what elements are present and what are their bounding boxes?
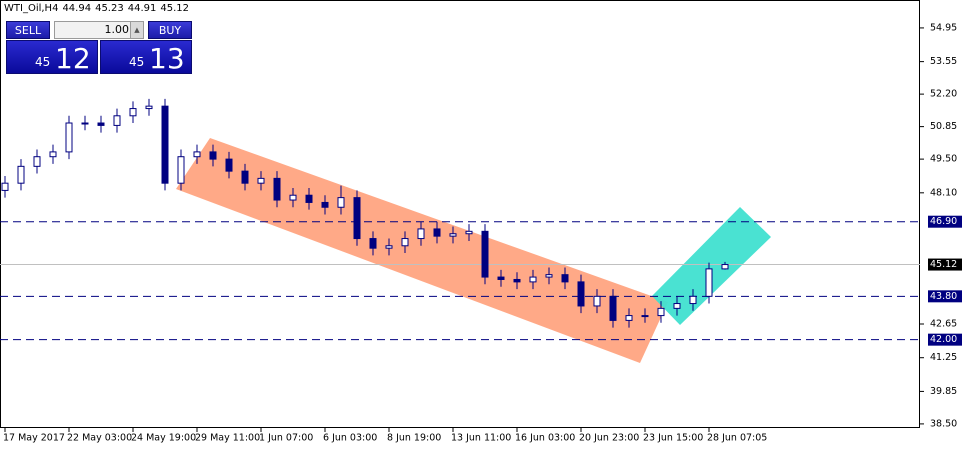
x-tick-label: 22 May 03:00 xyxy=(67,433,132,444)
candle-body xyxy=(385,245,393,249)
candle-body xyxy=(193,151,201,158)
level-tag-label: 46.90 xyxy=(930,216,957,227)
candle-body xyxy=(625,315,633,321)
x-tick-label: 23 Jun 15:00 xyxy=(643,433,703,444)
candle-body xyxy=(305,194,313,203)
candle-body xyxy=(593,295,601,307)
candle-body xyxy=(65,122,73,153)
candle-body xyxy=(449,233,457,237)
y-tick-label: 52.20 xyxy=(930,89,957,100)
candle-body xyxy=(129,108,137,117)
candle-body xyxy=(497,276,505,280)
up-channel xyxy=(652,207,771,325)
candle-body xyxy=(353,197,361,240)
y-tick-label: 42.65 xyxy=(930,319,957,330)
candle-body xyxy=(609,295,617,321)
candle-body xyxy=(545,274,553,278)
candle-body xyxy=(673,303,681,309)
last-price-tag xyxy=(928,258,962,271)
candle-body xyxy=(81,122,89,125)
sell-price-big: 45 xyxy=(35,55,51,69)
candle-body xyxy=(513,278,521,283)
candle-body xyxy=(257,177,265,184)
sell-price[interactable]: 45 12 xyxy=(6,40,98,75)
candle-body xyxy=(1,182,9,191)
level-tag xyxy=(928,333,962,346)
x-tick-label: 17 May 2017 xyxy=(3,433,65,444)
level-tag-label: 43.80 xyxy=(930,291,957,302)
candle-body xyxy=(705,268,713,297)
x-tick-label: 1 Jun 07:00 xyxy=(259,433,313,444)
candle-body xyxy=(17,165,25,184)
candle-body xyxy=(289,194,297,201)
close-value: 45.12 xyxy=(160,3,189,14)
x-tick-label: 24 May 19:00 xyxy=(131,433,196,444)
y-tick-label: 48.10 xyxy=(930,187,957,198)
candle-body xyxy=(177,156,185,184)
candle-body xyxy=(33,156,41,167)
y-tick-label: 39.85 xyxy=(930,386,957,397)
last-price-label: 45.12 xyxy=(930,259,957,270)
chart-header: WTI_Oil,H4 44.94 45.23 44.91 45.12 xyxy=(4,3,193,14)
candle-body xyxy=(225,158,233,172)
x-tick-label: 20 Jun 23:00 xyxy=(579,433,639,444)
candle-body xyxy=(369,238,377,249)
candle-body xyxy=(321,201,329,208)
candle-body xyxy=(273,177,281,201)
candle-body xyxy=(641,315,649,318)
candle-body xyxy=(417,228,425,240)
low-value: 44.91 xyxy=(127,3,157,14)
candle-body xyxy=(577,281,585,307)
y-tick-label: 49.50 xyxy=(930,154,957,165)
buy-price-small: 13 xyxy=(149,42,185,75)
candle-body xyxy=(161,105,169,184)
y-tick-label: 38.50 xyxy=(930,418,957,429)
level-tag-label: 42.00 xyxy=(930,334,957,345)
open-value: 44.94 xyxy=(62,3,92,14)
symbol: WTI_Oil,H4 xyxy=(4,3,59,14)
marks: 54.95 53.55 52.20 50.85 49.50 48.10 42.65 41.25… xyxy=(0,22,962,444)
x-tick-label: 16 Jun 03:00 xyxy=(515,433,575,444)
candle-body xyxy=(657,307,665,317)
buy-price-big: 45 xyxy=(129,55,145,69)
candle-body xyxy=(721,264,729,270)
candle-body xyxy=(49,151,57,158)
candle-body xyxy=(337,197,345,208)
x-tick-label: 8 Jun 19:00 xyxy=(387,433,441,444)
y-tick-label: 50.85 xyxy=(930,121,957,132)
down-channel xyxy=(176,138,668,363)
y-tick-label: 41.25 xyxy=(930,352,957,363)
level-tag xyxy=(928,215,962,228)
one-click-panel: SELL ▼ 1.00 ▲ BUY 45 12 45 13 xyxy=(6,21,192,75)
candle-body xyxy=(401,238,409,247)
sell-price-small: 12 xyxy=(55,42,91,75)
high-value: 45.23 xyxy=(95,3,124,14)
level-tag xyxy=(928,290,962,303)
buy-price[interactable]: 45 13 xyxy=(100,40,192,75)
y-tick-label: 54.95 xyxy=(930,22,957,33)
candle-body xyxy=(465,230,473,235)
candle-body xyxy=(113,115,121,126)
x-tick-label: 28 Jun 07:05 xyxy=(707,433,767,444)
x-tick-label: 13 Jun 11:00 xyxy=(451,433,511,444)
candle-body xyxy=(241,170,249,184)
candle-body xyxy=(481,230,489,278)
lot-up[interactable]: ▲ xyxy=(130,21,144,39)
candle-body xyxy=(433,228,441,237)
candle-body xyxy=(209,151,217,160)
buy-button[interactable]: BUY xyxy=(148,21,192,39)
candle-body xyxy=(145,105,153,110)
candle-body xyxy=(97,122,105,126)
candle-body xyxy=(689,295,697,305)
candle-body xyxy=(529,276,537,283)
x-tick-label: 6 Jun 03:00 xyxy=(323,433,377,444)
lot-input[interactable]: 1.00 xyxy=(54,21,144,39)
x-tick-label: 29 May 11:00 xyxy=(195,433,260,444)
y-tick-label: 53.55 xyxy=(930,56,957,67)
candle-body xyxy=(561,274,569,283)
sell-button[interactable]: SELL xyxy=(6,21,50,39)
